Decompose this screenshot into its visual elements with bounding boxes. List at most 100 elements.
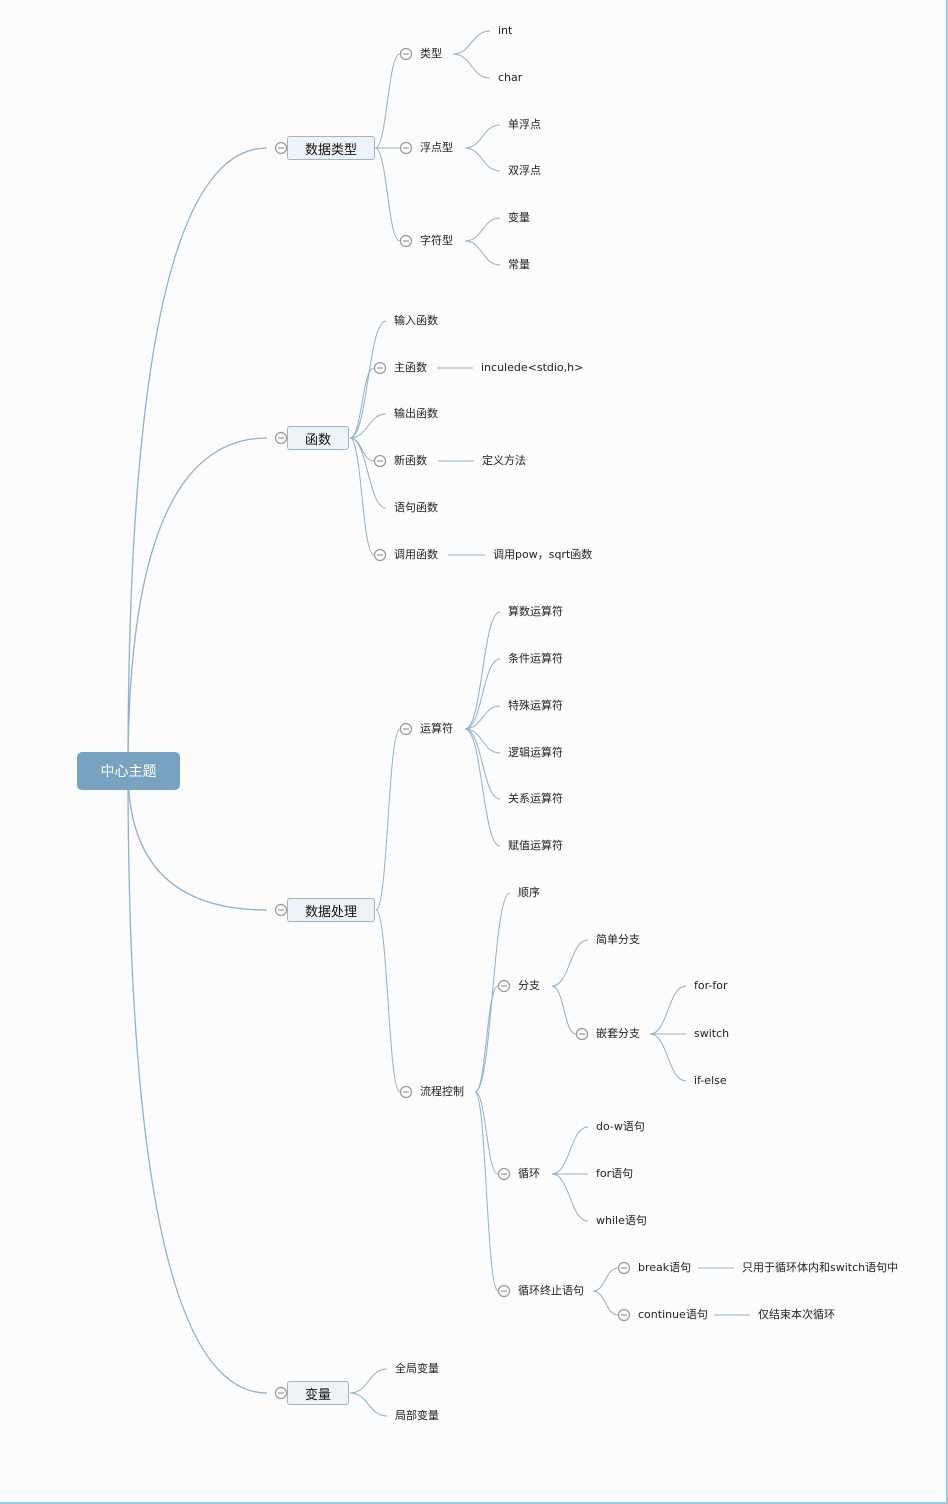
subtopic-1-3-0[interactable]: 定义方法 [482, 454, 526, 467]
collapse-icon[interactable] [617, 1308, 631, 1322]
subtopic-2-1-2-1[interactable]: for语句 [596, 1167, 634, 1180]
subtopic-0-2[interactable]: 字符型 [420, 234, 453, 247]
subtopic-2-1-3-1[interactable]: continue语句 [638, 1308, 708, 1321]
connector-line [374, 53, 401, 149]
subtopic-0-1-0[interactable]: 单浮点 [508, 118, 541, 131]
connector-line [452, 53, 491, 79]
connector-line [349, 1392, 388, 1417]
connector-line [592, 1290, 619, 1316]
collapse-icon[interactable] [617, 1261, 631, 1275]
connector-line [649, 1033, 687, 1082]
subtopic-2-0[interactable]: 运算符 [420, 722, 453, 735]
connector-line [464, 705, 501, 730]
subtopic-0-1-1[interactable]: 双浮点 [508, 164, 541, 177]
subtopic-2-1-1[interactable]: 分支 [518, 979, 540, 992]
subtopic-2-1-1-1[interactable]: 嵌套分支 [596, 1027, 640, 1040]
connector-line [127, 770, 268, 1394]
collapse-icon[interactable] [274, 431, 288, 445]
subtopic-0-1[interactable]: 浮点型 [420, 141, 453, 154]
connector-line [375, 909, 401, 1093]
subtopic-2-1-3-1-0[interactable]: 仅结束本次循环 [758, 1308, 835, 1321]
subtopic-2-1-1-1-2[interactable]: if-else [694, 1074, 727, 1087]
subtopic-2-1-1-0[interactable]: 简单分支 [596, 933, 640, 946]
subtopic-1-1-0[interactable]: inculede<stdio,h> [481, 361, 584, 374]
collapse-icon[interactable] [399, 234, 413, 248]
collapse-icon[interactable] [399, 141, 413, 155]
main-topic-3[interactable]: 变量 [287, 1381, 349, 1405]
collapse-icon[interactable] [373, 548, 387, 562]
subtopic-1-0[interactable]: 输入函数 [394, 314, 438, 327]
connector-line [464, 611, 501, 730]
collapse-icon[interactable] [274, 1386, 288, 1400]
connector-line [349, 320, 387, 439]
central-topic[interactable]: 中心主题 [77, 752, 180, 790]
subtopic-1-2[interactable]: 输出函数 [394, 407, 438, 420]
connector-line [474, 892, 511, 1093]
subtopic-2-1-1-1-0[interactable]: for-for [694, 979, 728, 992]
main-topic-2[interactable]: 数据处理 [287, 898, 375, 922]
subtopic-3-1[interactable]: 局部变量 [395, 1409, 439, 1422]
connector-line [349, 1368, 388, 1394]
subtopic-2-1-3-0[interactable]: break语句 [638, 1261, 692, 1274]
connector-line [349, 437, 375, 556]
subtopic-2-1-3-0-0[interactable]: 只用于循环体内和switch语句中 [742, 1261, 899, 1274]
connector-line [374, 147, 401, 242]
connector-line [349, 367, 375, 439]
connector-line [464, 658, 501, 730]
subtopic-2-1-2-2[interactable]: while语句 [596, 1214, 647, 1227]
connector-line [592, 1267, 619, 1292]
connector-line [127, 147, 268, 772]
collapse-icon[interactable] [575, 1027, 589, 1041]
subtopic-2-1-2[interactable]: 循环 [518, 1167, 540, 1180]
subtopic-2-1-1-1-1[interactable]: switch [694, 1027, 730, 1040]
connector-line [464, 147, 501, 172]
collapse-icon[interactable] [497, 979, 511, 993]
collapse-icon[interactable] [497, 1284, 511, 1298]
collapse-icon[interactable] [497, 1167, 511, 1181]
subtopic-2-0-1[interactable]: 条件运算符 [508, 652, 563, 665]
main-topic-1[interactable]: 函数 [287, 426, 349, 450]
subtopic-1-5-0[interactable]: 调用pow，sqrt函数 [493, 548, 593, 561]
subtopic-2-1-3[interactable]: 循环终止语句 [518, 1284, 584, 1297]
connector-line [349, 413, 387, 439]
subtopic-2-1-2-0[interactable]: do-w语句 [596, 1120, 645, 1133]
subtopic-2-1-0[interactable]: 顺序 [518, 886, 540, 899]
subtopic-1-4[interactable]: 语句函数 [394, 501, 438, 514]
subtopic-1-1[interactable]: 主函数 [394, 361, 427, 374]
subtopic-2-1[interactable]: 流程控制 [420, 1085, 464, 1098]
connector-line [464, 728, 501, 754]
subtopic-2-0-3[interactable]: 逻辑运算符 [508, 746, 563, 759]
collapse-icon[interactable] [274, 903, 288, 917]
subtopic-2-0-4[interactable]: 关系运算符 [508, 792, 563, 805]
collapse-icon[interactable] [373, 454, 387, 468]
subtopic-0-2-0[interactable]: 变量 [508, 211, 530, 224]
collapse-icon[interactable] [274, 141, 288, 155]
connector-line [551, 1126, 589, 1175]
subtopic-1-5[interactable]: 调用函数 [394, 548, 438, 561]
collapse-icon[interactable] [399, 722, 413, 736]
connector-line [649, 985, 687, 1035]
subtopic-2-0-0[interactable]: 算数运算符 [508, 605, 563, 618]
subtopic-0-2-1[interactable]: 常量 [508, 258, 530, 271]
connector-line [127, 770, 268, 911]
connector-line [464, 240, 501, 266]
collapse-icon[interactable] [373, 361, 387, 375]
subtopic-2-0-2[interactable]: 特殊运算符 [508, 699, 563, 712]
connector-line [551, 985, 577, 1035]
connector-line [551, 939, 589, 987]
collapse-icon[interactable] [399, 47, 413, 61]
subtopic-0-0-0[interactable]: int [498, 24, 513, 37]
connector-line [474, 1091, 499, 1292]
connector-line [474, 985, 499, 1093]
subtopic-2-0-5[interactable]: 赋值运算符 [508, 839, 563, 852]
subtopic-0-0[interactable]: 类型 [420, 47, 442, 60]
connector-line [127, 437, 268, 772]
main-topic-0[interactable]: 数据类型 [287, 136, 375, 160]
subtopic-1-3[interactable]: 新函数 [394, 454, 427, 467]
subtopic-3-0[interactable]: 全局变量 [395, 1362, 439, 1375]
collapse-icon[interactable] [399, 1085, 413, 1099]
connector-line [464, 217, 501, 242]
subtopic-0-0-1[interactable]: char [498, 71, 523, 84]
